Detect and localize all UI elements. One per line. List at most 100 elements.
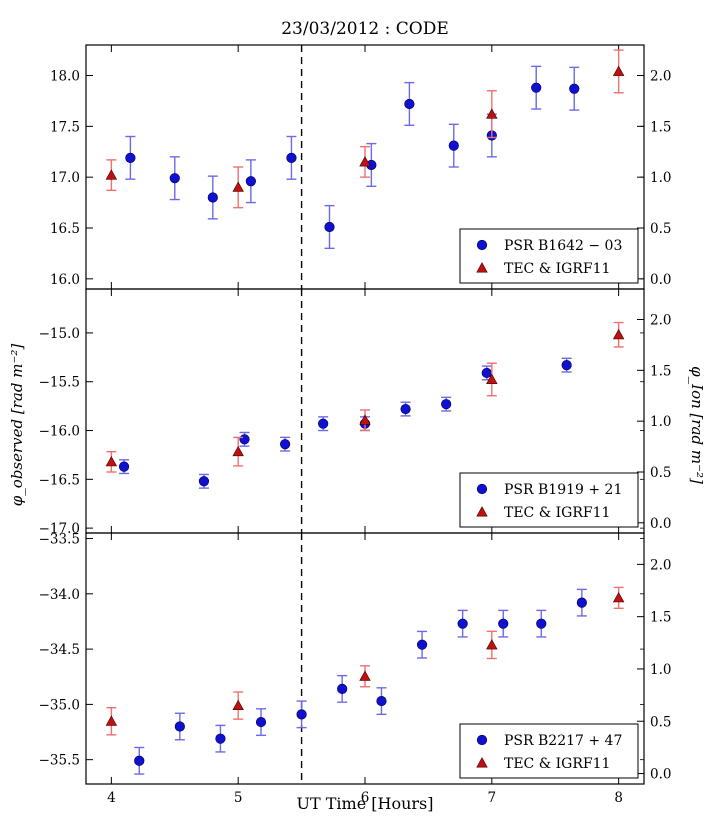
x-axis-label: UT Time [Hours] xyxy=(297,794,434,813)
pulsar-point xyxy=(457,609,468,638)
model-point xyxy=(232,166,244,209)
model-marker xyxy=(232,445,244,457)
r-tick-label: 1.5 xyxy=(650,119,671,135)
pulsar-marker xyxy=(324,221,335,233)
pulsar-marker xyxy=(441,399,452,410)
model-point xyxy=(359,145,371,178)
y-tick-label: −33.5 xyxy=(39,532,80,548)
r-tick-label: 0.5 xyxy=(650,221,671,237)
pulsar-point xyxy=(286,135,297,180)
pulsar-marker xyxy=(169,173,180,184)
y-tick-label: −15.0 xyxy=(39,326,80,342)
pulsar-point xyxy=(255,708,267,737)
pulsar-marker xyxy=(134,755,145,766)
legend-model-marker xyxy=(476,262,488,273)
model-marker xyxy=(359,414,371,425)
model-point xyxy=(612,321,625,348)
panel-b1642: 16.0 16.5 17.0 17.5 18.0 0.0 0.5 1.0 1.5 2.0 PSR B… xyxy=(50,44,671,290)
model-marker xyxy=(105,715,118,726)
pulsar-point xyxy=(448,123,459,168)
pulsar-marker xyxy=(215,733,226,744)
y-tick-label: −34.0 xyxy=(39,587,80,603)
pulsar-point xyxy=(174,712,185,741)
x-tick-label: 5 xyxy=(234,790,243,806)
model-point xyxy=(486,630,498,660)
pulsar-point xyxy=(324,204,335,250)
legend-box xyxy=(459,472,639,528)
pulsar-marker xyxy=(448,140,459,151)
model-point xyxy=(232,691,244,720)
r-tick-label: 2.0 xyxy=(650,313,671,329)
pulsar-point xyxy=(536,609,547,638)
legend-pulsar-label: PSR B1919 + 21 xyxy=(504,482,622,498)
pulsar-point xyxy=(366,142,377,188)
pulsar-point xyxy=(400,401,411,417)
legend: PSR B2217 + 47 TEC & IGRF11 xyxy=(459,723,639,779)
model-marker xyxy=(486,373,498,384)
y-tick-label: −17.0 xyxy=(39,521,80,537)
pulsar-marker xyxy=(255,716,267,728)
pulsar-point xyxy=(134,746,145,775)
y-axis-label-right: φ_Ion [rad m⁻²] xyxy=(688,366,706,484)
y-axis-label-left: φ_observed [rad m⁻²] xyxy=(8,344,26,507)
x-tick-label: 8 xyxy=(614,790,623,806)
pulsar-marker xyxy=(207,192,218,203)
pulsar-marker xyxy=(280,439,291,450)
pulsar-point xyxy=(318,416,329,432)
legend-box xyxy=(459,228,639,284)
r-tick-label: 0.0 xyxy=(650,516,671,532)
pulsar-point xyxy=(245,159,256,204)
legend-pulsar-marker xyxy=(476,239,488,251)
pulsar-point xyxy=(198,473,210,489)
r-tick-label: 0.5 xyxy=(650,714,671,730)
model-point xyxy=(105,450,118,473)
pulsar-point xyxy=(207,175,218,220)
r-tick-label: 1.0 xyxy=(650,170,671,186)
model-point xyxy=(486,90,498,139)
pulsar-point xyxy=(280,436,291,452)
pulsar-point xyxy=(404,81,415,127)
model-marker xyxy=(486,108,498,119)
pulsar-marker xyxy=(239,434,250,445)
pulsar-point xyxy=(376,687,387,716)
pulsar-marker xyxy=(198,476,210,487)
pulsar-point xyxy=(569,66,580,111)
panels-layer: 16.0 16.5 17.0 17.5 18.0 0.0 0.5 1.0 1.5 2.0 PSR B… xyxy=(39,44,671,806)
model-marker xyxy=(105,456,118,467)
legend-model-label: TEC & IGRF11 xyxy=(504,505,610,521)
y-tick-label: 18.0 xyxy=(50,69,80,85)
legend-pulsar-marker xyxy=(476,734,488,746)
pulsar-marker xyxy=(576,597,587,608)
model-point xyxy=(105,159,118,192)
pulsar-marker xyxy=(536,618,547,629)
y-tick-label: −34.5 xyxy=(39,642,80,658)
pulsar-marker xyxy=(376,695,387,707)
pulsar-point xyxy=(576,588,587,617)
pulsar-marker xyxy=(498,618,509,629)
model-point xyxy=(612,586,625,609)
pulsar-point xyxy=(337,674,348,703)
legend-model-label: TEC & IGRF11 xyxy=(504,756,610,772)
r-tick-label: 0.5 xyxy=(650,465,671,481)
legend-model-label: TEC & IGRF11 xyxy=(504,261,610,277)
panel-b1919: −17.0 −16.5 −16.0 −15.5 −15.0 0.0 0.5 1.0 1.5 2.0… xyxy=(39,288,671,537)
pulsar-marker xyxy=(337,683,348,695)
model-point xyxy=(232,436,244,467)
y-tick-label: 17.5 xyxy=(50,119,80,135)
pulsar-marker xyxy=(125,152,136,163)
pulsar-marker xyxy=(569,83,580,94)
pulsar-point xyxy=(441,396,452,412)
model-marker xyxy=(359,670,371,681)
model-marker xyxy=(105,169,118,180)
pulsar-marker xyxy=(457,618,468,629)
r-tick-label: 0.0 xyxy=(650,272,671,288)
y-tick-label: −35.0 xyxy=(39,697,80,713)
model-marker xyxy=(232,181,244,192)
x-tick-label: 7 xyxy=(488,790,497,806)
x-tick-label: 6 xyxy=(361,790,370,806)
pulsar-marker xyxy=(118,461,130,472)
y-tick-label: −35.5 xyxy=(39,753,80,769)
model-point xyxy=(612,49,625,94)
r-tick-label: 2.0 xyxy=(650,557,671,573)
